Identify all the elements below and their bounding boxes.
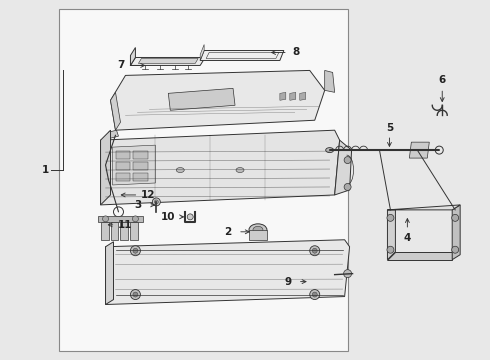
Text: 5: 5 bbox=[386, 123, 393, 133]
Polygon shape bbox=[105, 242, 114, 305]
Polygon shape bbox=[121, 222, 128, 240]
Circle shape bbox=[187, 214, 193, 220]
Polygon shape bbox=[111, 71, 325, 130]
Ellipse shape bbox=[249, 224, 267, 236]
Polygon shape bbox=[409, 142, 429, 158]
Ellipse shape bbox=[176, 167, 184, 172]
Polygon shape bbox=[452, 205, 460, 260]
Polygon shape bbox=[325, 71, 335, 92]
Polygon shape bbox=[130, 48, 135, 66]
Circle shape bbox=[312, 248, 317, 253]
Polygon shape bbox=[335, 140, 352, 195]
Circle shape bbox=[344, 184, 351, 190]
Circle shape bbox=[130, 289, 141, 300]
Polygon shape bbox=[300, 92, 306, 100]
Polygon shape bbox=[108, 130, 119, 138]
Circle shape bbox=[133, 248, 138, 253]
Polygon shape bbox=[388, 252, 452, 260]
Circle shape bbox=[132, 216, 138, 222]
Circle shape bbox=[310, 246, 319, 256]
Polygon shape bbox=[100, 222, 108, 240]
Polygon shape bbox=[388, 210, 395, 260]
Circle shape bbox=[312, 292, 317, 297]
Circle shape bbox=[102, 216, 108, 222]
Text: 8: 8 bbox=[292, 48, 299, 58]
Polygon shape bbox=[200, 45, 204, 60]
Circle shape bbox=[133, 292, 138, 297]
Polygon shape bbox=[100, 130, 111, 205]
Polygon shape bbox=[133, 162, 148, 170]
Polygon shape bbox=[133, 151, 148, 159]
Ellipse shape bbox=[326, 148, 334, 153]
Text: 1: 1 bbox=[42, 165, 49, 175]
Circle shape bbox=[154, 200, 158, 204]
Polygon shape bbox=[290, 92, 296, 100]
Text: 9: 9 bbox=[284, 276, 292, 287]
Polygon shape bbox=[138, 58, 198, 63]
Circle shape bbox=[130, 246, 141, 256]
Polygon shape bbox=[130, 222, 138, 240]
Circle shape bbox=[387, 214, 394, 221]
FancyBboxPatch shape bbox=[59, 9, 347, 351]
Circle shape bbox=[452, 214, 459, 221]
Ellipse shape bbox=[253, 226, 263, 233]
Polygon shape bbox=[116, 162, 130, 170]
Polygon shape bbox=[130, 58, 205, 66]
Circle shape bbox=[152, 198, 160, 206]
Polygon shape bbox=[100, 130, 340, 205]
Polygon shape bbox=[388, 205, 460, 210]
Text: 11: 11 bbox=[118, 220, 133, 230]
Text: 10: 10 bbox=[161, 212, 175, 222]
Text: 4: 4 bbox=[404, 233, 411, 243]
Text: 6: 6 bbox=[439, 75, 446, 85]
Polygon shape bbox=[280, 92, 286, 100]
Polygon shape bbox=[249, 230, 267, 240]
Text: 7: 7 bbox=[117, 60, 124, 71]
Circle shape bbox=[343, 270, 352, 278]
Polygon shape bbox=[105, 240, 349, 305]
Circle shape bbox=[452, 246, 459, 253]
Polygon shape bbox=[116, 151, 130, 159]
Text: 3: 3 bbox=[135, 200, 142, 210]
Polygon shape bbox=[98, 216, 144, 222]
Polygon shape bbox=[111, 222, 119, 240]
Polygon shape bbox=[133, 173, 148, 181]
Polygon shape bbox=[113, 145, 155, 185]
Text: 12: 12 bbox=[141, 190, 156, 200]
Circle shape bbox=[344, 157, 351, 163]
Polygon shape bbox=[116, 173, 130, 181]
Circle shape bbox=[310, 289, 319, 300]
Polygon shape bbox=[111, 92, 121, 130]
Ellipse shape bbox=[236, 167, 244, 172]
Text: 2: 2 bbox=[224, 227, 232, 237]
Circle shape bbox=[387, 246, 394, 253]
Polygon shape bbox=[168, 88, 235, 110]
Polygon shape bbox=[200, 50, 284, 60]
